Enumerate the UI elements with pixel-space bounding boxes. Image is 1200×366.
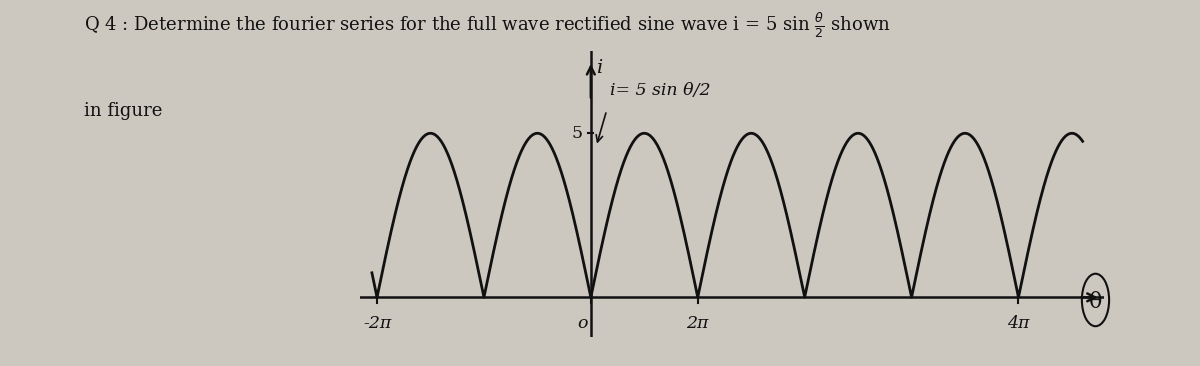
- Text: in figure: in figure: [84, 102, 162, 120]
- Text: i: i: [596, 59, 602, 78]
- Text: o: o: [577, 315, 588, 332]
- Text: -2π: -2π: [362, 315, 391, 332]
- Text: 2π: 2π: [686, 315, 709, 332]
- Text: Q 4 : Determine the fourier series for the full wave rectified sine wave i = 5 s: Q 4 : Determine the fourier series for t…: [84, 11, 890, 40]
- Text: 5: 5: [571, 125, 582, 142]
- Text: i= 5 sin θ/2: i= 5 sin θ/2: [610, 82, 710, 99]
- Text: θ: θ: [1088, 291, 1102, 313]
- Text: 4π: 4π: [1007, 315, 1030, 332]
